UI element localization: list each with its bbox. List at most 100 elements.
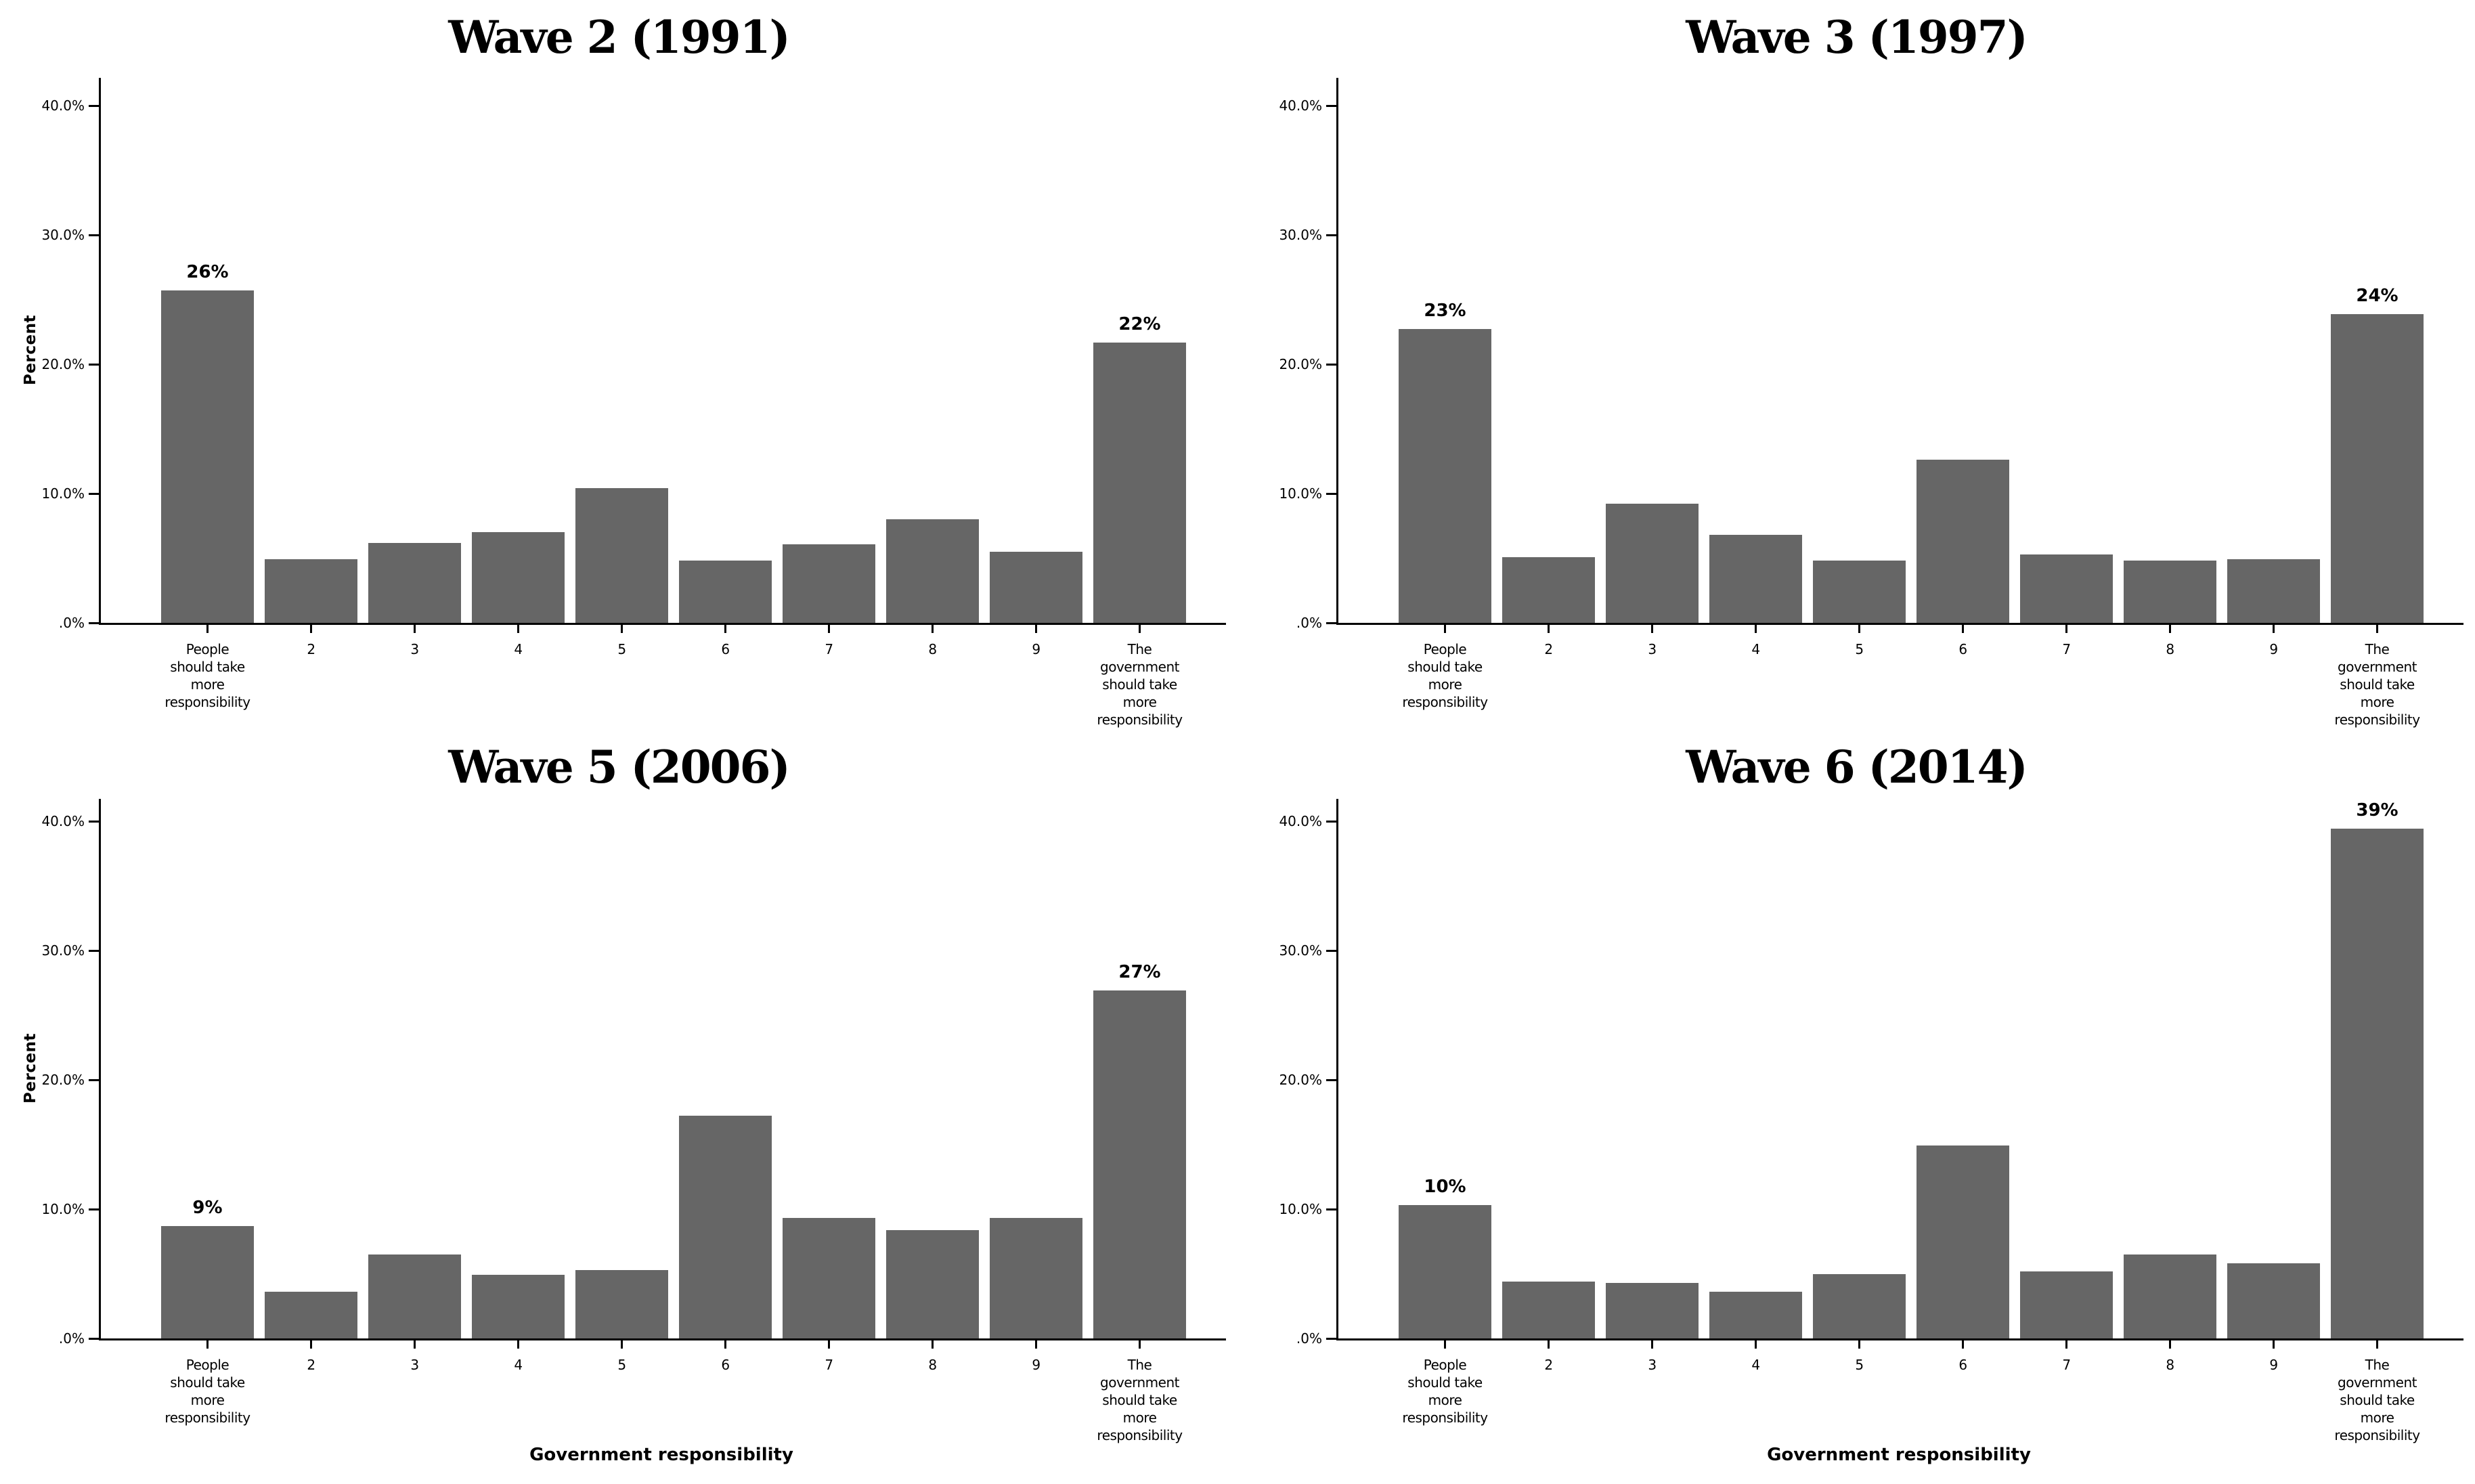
x-axis-tick [2273, 623, 2275, 633]
bar-value-label: 22% [1118, 313, 1161, 334]
category-label: The government should take more responsi… [2334, 641, 2420, 728]
bar [575, 488, 668, 623]
bar [2331, 313, 2424, 623]
x-axis-tick [1858, 623, 1860, 633]
bar [886, 1229, 979, 1338]
x-axis-tick [1651, 1338, 1653, 1349]
y-axis-tick [1326, 363, 1336, 366]
x-axis-tick [1858, 1338, 1860, 1349]
category-label: 8 [2166, 641, 2174, 657]
category-label: 6 [721, 641, 730, 657]
category-label: 3 [1648, 641, 1657, 657]
plot-area: .0% 10.0% 20.0% 30.0% 40.0% People should tak… [1279, 78, 2463, 728]
y-tick-label: 40.0% [1279, 813, 1322, 829]
bar [1606, 504, 1699, 623]
category-label: 5 [1855, 641, 1864, 657]
bar [1093, 990, 1186, 1338]
x-axis-tick [2065, 623, 2067, 633]
x-axis-tick [2376, 623, 2378, 633]
category-label: 8 [928, 641, 937, 657]
category-label: 4 [1751, 1357, 1760, 1373]
bar [1709, 535, 1802, 623]
bar-value-label: 10% [1424, 1177, 1466, 1198]
x-axis-tick [828, 623, 830, 633]
y-tick-label: .0% [58, 1330, 85, 1347]
category-label: 6 [721, 1357, 730, 1373]
bar [783, 544, 875, 623]
bar [1813, 561, 1906, 623]
bar [2124, 561, 2216, 623]
y-tick-label: .0% [1296, 615, 1322, 631]
category-label: 5 [1855, 1357, 1864, 1373]
x-axis-tick [1548, 623, 1550, 633]
bar [990, 1218, 1082, 1338]
category-label: The government should take more responsi… [1097, 1357, 1183, 1443]
bar [2020, 554, 2113, 623]
x-axis-tick [2169, 1338, 2171, 1349]
bar [679, 561, 772, 623]
y-tick-label: 40.0% [41, 97, 85, 114]
bar [2331, 829, 2424, 1338]
chart-panel-wave6-2014: Wave 6 (2014) .0% 10.0% 20.0% 30.0% 40.0% Peo… [1238, 741, 2475, 1484]
x-axis-tick [414, 623, 416, 633]
x-axis-tick [621, 623, 623, 633]
y-axis-tick [1326, 492, 1336, 495]
y-tick-label: 20.0% [1279, 1072, 1322, 1088]
y-tick-label: 20.0% [41, 356, 85, 372]
category-label: 5 [617, 641, 626, 657]
bar-value-label: 24% [2356, 285, 2399, 306]
y-tick-label: 30.0% [41, 227, 85, 243]
y-tick-label: 40.0% [1279, 97, 1322, 114]
bar [265, 1292, 357, 1338]
x-axis-tick [310, 623, 312, 633]
x-axis-tick [1444, 1338, 1446, 1349]
y-axis-title: Percent [22, 315, 39, 385]
bar [886, 519, 979, 623]
bar [161, 290, 254, 623]
chart-panel-wave5-2006: Wave 5 (2006) Percent .0% 10.0% 20.0% 30.0%… [0, 741, 1238, 1484]
category-label: 2 [1544, 641, 1553, 657]
chart-panel-wave3-1997: Wave 3 (1997) .0% 10.0% 20.0% 30.0% 40.0% Peo… [1238, 0, 2475, 742]
category-label: 9 [1032, 1357, 1041, 1373]
x-axis-tick [1444, 623, 1446, 633]
bar-value-label: 26% [186, 262, 229, 283]
y-tick-label: 20.0% [1279, 356, 1322, 372]
x-axis-title: Government responsibility [1767, 1445, 2031, 1465]
x-axis-tick [517, 1338, 519, 1349]
bar [1709, 1292, 1802, 1338]
category-label: People should take more responsibility [1402, 1357, 1488, 1426]
y-axis-tick [1326, 949, 1336, 952]
category-label: 7 [2062, 1357, 2071, 1373]
y-axis-tick [89, 621, 99, 624]
y-tick-label: 10.0% [1279, 485, 1322, 502]
y-axis-tick [1326, 1208, 1336, 1210]
y-tick-label: .0% [58, 615, 85, 631]
y-tick-label: 30.0% [41, 942, 85, 959]
category-label: 8 [2166, 1357, 2174, 1373]
x-axis-tick [724, 623, 726, 633]
x-axis-tick [828, 1338, 830, 1349]
x-axis-tick [932, 1338, 934, 1349]
x-axis-tick [1035, 1338, 1037, 1349]
y-axis-tick [89, 820, 99, 823]
x-axis-tick [206, 623, 209, 633]
y-axis-tick [89, 1337, 99, 1340]
x-axis-tick [724, 1338, 726, 1349]
x-axis-tick [2376, 1338, 2378, 1349]
x-axis-tick [1962, 623, 1964, 633]
bar [1606, 1282, 1699, 1338]
category-label: 5 [617, 1357, 626, 1373]
category-label: 2 [307, 1357, 315, 1373]
x-axis-tick [206, 1338, 209, 1349]
chart-title: Wave 3 (1997) [1686, 11, 2028, 64]
category-label: 9 [2269, 641, 2278, 657]
bar [2227, 1263, 2320, 1338]
y-tick-label: 30.0% [1279, 227, 1322, 243]
category-label: 4 [1751, 641, 1760, 657]
category-label: 3 [1648, 1357, 1657, 1373]
y-axis-tick [1326, 1078, 1336, 1081]
y-tick-label: 10.0% [1279, 1201, 1322, 1217]
category-label: 2 [307, 641, 315, 657]
bar [990, 551, 1082, 623]
